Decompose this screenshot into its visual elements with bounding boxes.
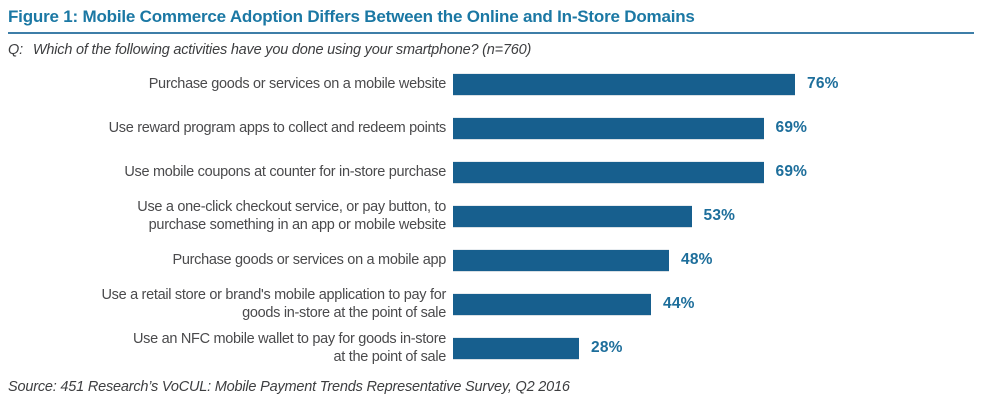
bar (453, 293, 651, 315)
source-attribution: Source: 451 Research’s VoCUL: Mobile Pay… (8, 379, 570, 395)
bar (453, 205, 692, 227)
bar-area: 76% (453, 62, 998, 106)
bar (453, 73, 795, 95)
value-label: 44% (663, 295, 695, 312)
value-label: 53% (703, 207, 736, 224)
chart-row: Purchase goods or services on a mobile a… (6, 238, 998, 282)
category-label: Use mobile coupons at counter for in-sto… (124, 164, 446, 180)
bar-area: 48% (453, 238, 998, 282)
category-label: Use an NFC mobile wallet to pay for good… (132, 331, 446, 365)
title-underline-rule (8, 32, 974, 34)
figure-title: Figure 1: Mobile Commerce Adoption Diffe… (8, 7, 695, 26)
chart-row: Use mobile coupons at counter for in-sto… (6, 150, 998, 194)
value-label: 69% (775, 119, 808, 136)
chart-row: Use a one-click checkout service, or pay… (6, 194, 998, 238)
category-label: Use reward program apps to collect and r… (108, 120, 447, 136)
bar-track: 69% (453, 150, 903, 194)
chart-row: Use reward program apps to collect and r… (6, 106, 998, 150)
bar-track: 53% (453, 194, 903, 238)
bar-area: 69% (453, 106, 998, 150)
value-label: 76% (807, 75, 839, 92)
bar (453, 161, 764, 183)
bar-track: 44% (453, 282, 903, 326)
bar-area: 69% (453, 150, 998, 194)
bar (453, 249, 669, 271)
value-label: 69% (775, 163, 808, 180)
bar (453, 337, 579, 359)
bar-track: 28% (453, 326, 903, 370)
question-prefix: Q: (8, 42, 23, 58)
question-text: Which of the following activities have y… (32, 42, 532, 58)
category-label: Purchase goods or services on a mobile w… (148, 76, 447, 92)
bar-area: 44% (453, 282, 998, 326)
chart-row: Purchase goods or services on a mobile w… (6, 62, 998, 106)
bar-track: 69% (453, 106, 903, 150)
category-label: Use a one-click checkout service, or pay… (137, 199, 446, 233)
survey-question: Q: Which of the following activities hav… (8, 42, 998, 58)
chart-row: Use a retail store or brand's mobile app… (6, 282, 998, 326)
category-label: Purchase goods or services on a mobile a… (172, 252, 446, 268)
bar (453, 117, 764, 139)
category-label: Use a retail store or brand's mobile app… (101, 287, 446, 321)
value-label: 48% (681, 251, 713, 268)
bar-chart: Purchase goods or services on a mobile w… (6, 62, 998, 370)
bar-area: 28% (453, 326, 998, 370)
bar-track: 48% (453, 238, 903, 282)
bar-area: 53% (453, 194, 998, 238)
value-label: 28% (591, 339, 623, 356)
chart-row: Use an NFC mobile wallet to pay for good… (6, 326, 998, 370)
bar-track: 76% (453, 62, 903, 106)
